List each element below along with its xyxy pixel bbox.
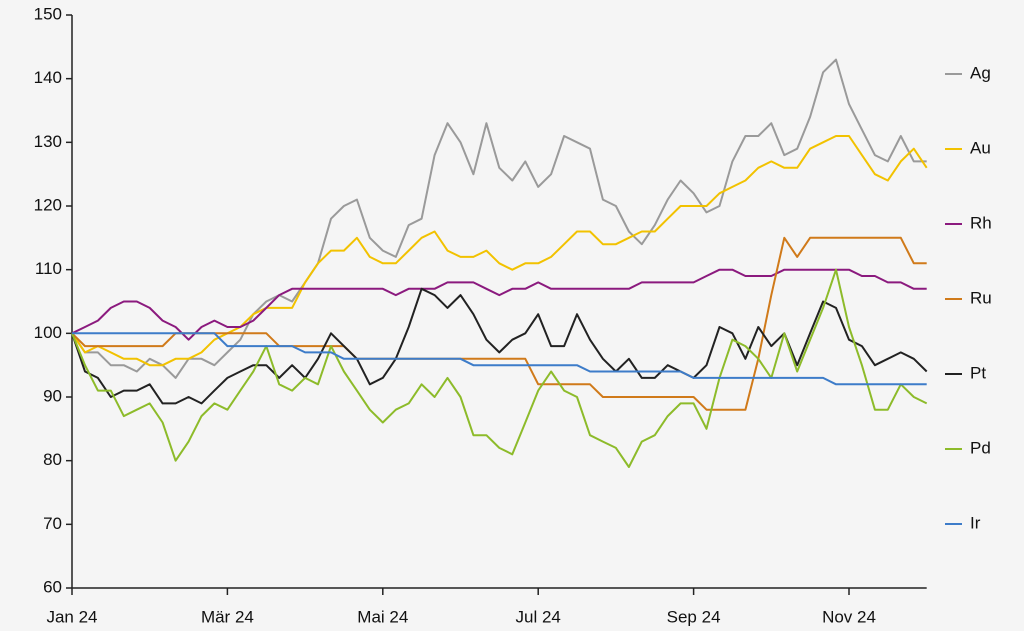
- y-tick-label: 60: [43, 577, 62, 596]
- y-tick-label: 70: [43, 514, 62, 533]
- x-tick-label: Jul 24: [516, 607, 561, 626]
- x-tick-label: Mai 24: [357, 607, 408, 626]
- y-tick-label: 110: [35, 259, 62, 278]
- series-line: [71, 287, 928, 405]
- series-line: [71, 135, 928, 367]
- legend-label: Pd: [970, 438, 991, 457]
- series-line: [72, 332, 927, 386]
- x-tick-label: Nov 24: [822, 607, 876, 626]
- y-tick-label: 130: [34, 132, 62, 151]
- legend-label: Au: [970, 138, 991, 157]
- legend-label: Ag: [970, 63, 991, 82]
- legend-label: Ru: [970, 288, 992, 307]
- series-line: [71, 58, 927, 379]
- x-tick-label: Mär 24: [201, 607, 254, 626]
- series-line: [71, 268, 928, 468]
- y-tick-label: 150: [34, 4, 62, 23]
- legend-label: Rh: [970, 213, 992, 232]
- legend-label: Pt: [970, 363, 986, 382]
- y-tick-label: 120: [34, 195, 62, 214]
- y-tick-label: 90: [43, 386, 62, 405]
- series-line: [71, 268, 927, 341]
- y-tick-label: 80: [43, 450, 62, 469]
- y-tick-label: 140: [34, 68, 62, 87]
- x-tick-label: Jan 24: [46, 607, 97, 626]
- x-tick-label: Sep 24: [667, 607, 721, 626]
- y-tick-label: 100: [34, 323, 62, 342]
- legend-label: Ir: [970, 513, 981, 532]
